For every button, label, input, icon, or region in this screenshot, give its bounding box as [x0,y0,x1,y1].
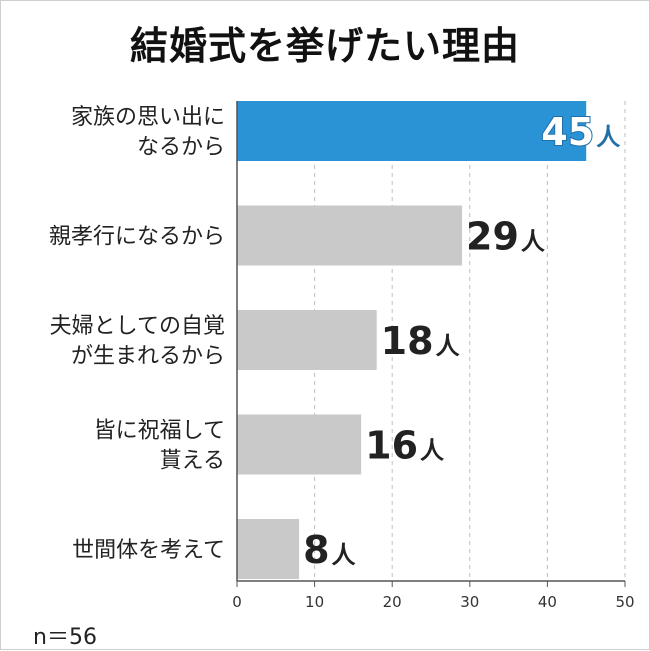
bar-1 [237,205,463,266]
category-label-2-0: 夫婦としての自覚 [50,314,225,339]
category-label-2-1: が生まれるから [71,344,225,369]
x-tick-label-1: 10 [305,593,324,611]
x-tick-label-0: 0 [232,593,242,611]
value-label-2: 18人 [381,319,460,363]
x-tick-label-5: 50 [615,593,634,611]
x-tick-label-4: 40 [538,593,557,611]
value-label-1: 29人 [466,215,545,259]
category-label-0-1: なるから [137,135,225,160]
bar-3 [237,414,362,475]
category-label-3-0: 皆に祝福して [94,419,225,444]
x-tick-label-2: 20 [383,593,402,611]
category-label-4-0: 世間体を考えて [72,538,225,563]
bar-2 [237,310,377,370]
category-label-1-0: 親孝行になるから [49,225,225,250]
value-label-3: 16人 [365,424,444,468]
value-label-0: 45人 [541,110,620,154]
category-label-3-1: 貰える [160,449,225,474]
category-label-0-0: 家族の思い出に [71,105,225,130]
bar-4 [237,519,300,579]
sample-size-note: n＝56 [33,625,97,650]
value-label-4: 8人 [303,528,355,572]
bar-0 [237,101,587,161]
x-tick-label-3: 30 [460,593,479,611]
chart-title: 結婚式を挙げたい理由 [129,24,520,68]
